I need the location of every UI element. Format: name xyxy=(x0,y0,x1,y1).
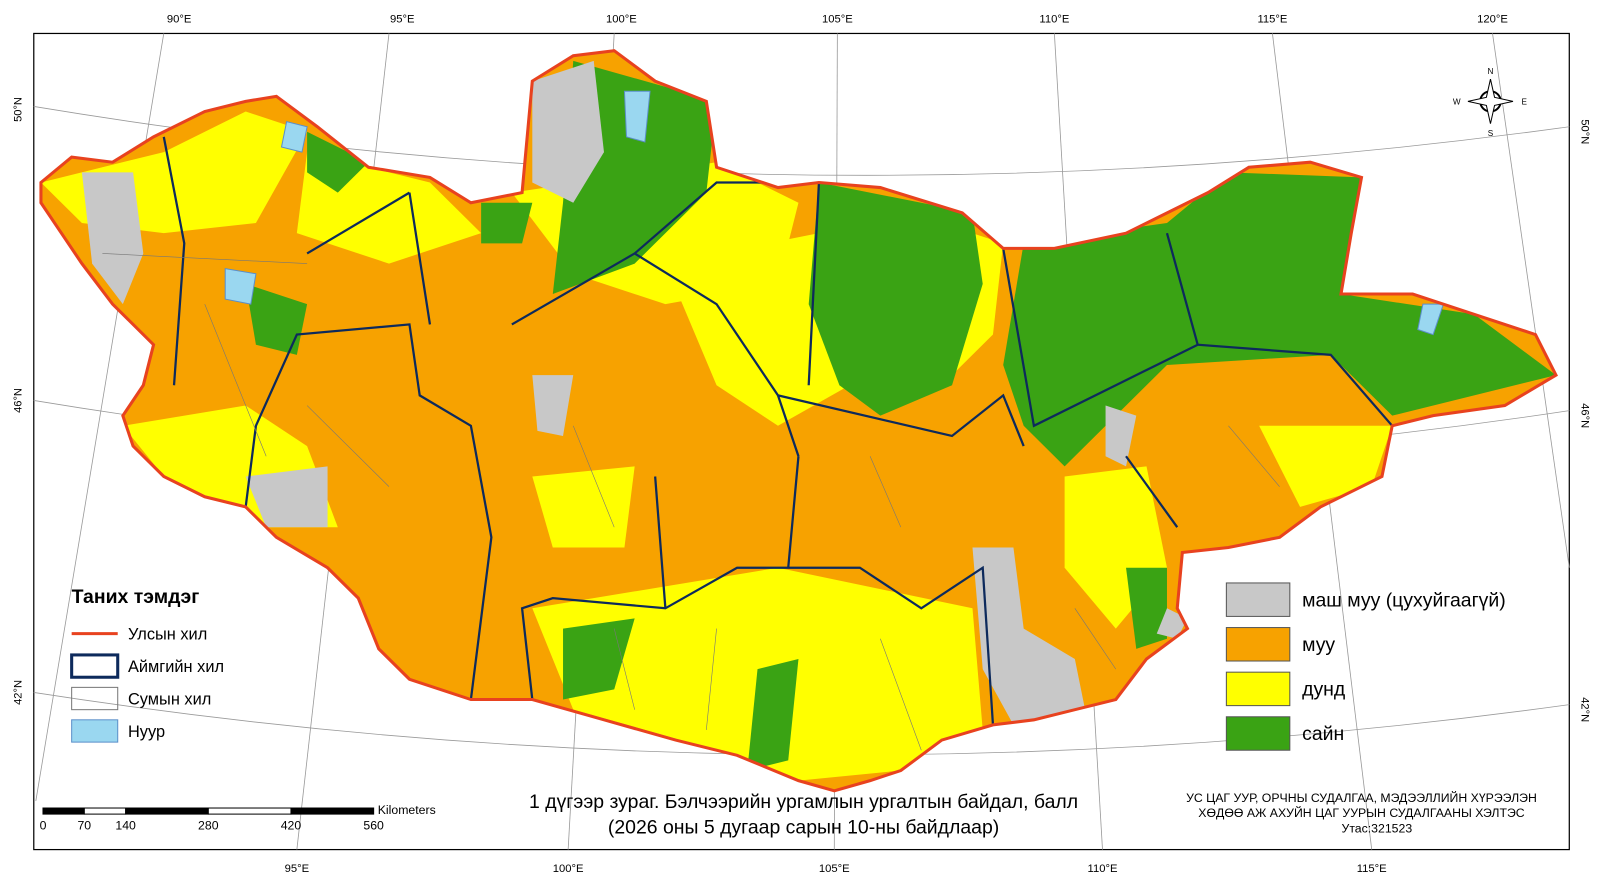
class-area xyxy=(245,466,328,528)
latitude-label: 50°N xyxy=(1579,119,1591,144)
latitude-label: 46°N xyxy=(1579,403,1591,428)
longitude-label: 105°E xyxy=(819,863,850,875)
scale-segment xyxy=(42,807,85,815)
longitude-label: 110°E xyxy=(1088,863,1118,875)
compass: N S E W xyxy=(1453,67,1528,138)
scale-segment xyxy=(290,807,375,815)
class-area xyxy=(532,466,635,548)
longitude-label: 100°E xyxy=(606,13,637,25)
graticule-labels: 90°E 95°E 100°E 105°E 110°E 115°E 120°E 95°E 100… xyxy=(12,13,1590,875)
class-area xyxy=(481,202,533,244)
class-area xyxy=(972,547,1086,725)
longitude-label: 100°E xyxy=(553,863,584,875)
class-area xyxy=(808,182,983,416)
caption-line: 1 дүгээр зураг. Бэлчээрийн ургамлын урга… xyxy=(529,791,1078,813)
legend-item: Аймгийн хил xyxy=(128,658,224,676)
scale-label: 70 xyxy=(77,818,91,832)
caption-line: (2026 оны 5 дугаар сарын 10-ны байдлаар) xyxy=(608,816,999,838)
class-swatch xyxy=(1225,582,1291,617)
longitude-label: 115°E xyxy=(1357,863,1387,875)
class-area xyxy=(245,283,308,355)
class-label: сайн xyxy=(1302,723,1344,745)
legend-title: Таних тэмдэг xyxy=(72,586,200,608)
class-area xyxy=(81,172,144,305)
lake xyxy=(623,90,651,143)
credit-line: ХӨДӨӨ АЖ АХУЙН ЦАГ УУРЫН СУДАЛГААНЫ ХЭЛТ… xyxy=(1198,805,1525,820)
class-label: муу xyxy=(1302,634,1335,656)
scale-label: 280 xyxy=(198,818,219,832)
longitude-label: 95°E xyxy=(285,863,310,875)
scale-label: 560 xyxy=(363,818,384,832)
class-area xyxy=(665,233,850,426)
lake xyxy=(1417,303,1445,336)
scale-segment xyxy=(125,807,209,815)
credit-line: Утас:321523 xyxy=(1342,821,1413,835)
longitude-label: 110°E xyxy=(1039,13,1069,25)
latitude-label: 42°N xyxy=(12,680,24,705)
class-area xyxy=(532,60,604,203)
compass-s: S xyxy=(1488,129,1494,138)
scale-unit: Kilometers xyxy=(378,803,436,817)
class-label: маш муу (цухуйгаагүй) xyxy=(1302,589,1506,611)
class-area xyxy=(307,131,369,193)
scale-segment xyxy=(207,807,292,815)
class-legend: маш муу (цухуйгаагүй) муу дунд сайн xyxy=(1225,582,1506,751)
scale-segment xyxy=(83,807,127,815)
legend-item: Улсын хил xyxy=(128,626,207,644)
longitude-label: 95°E xyxy=(390,13,415,25)
class-swatch xyxy=(1225,627,1291,662)
longitude-label: 120°E xyxy=(1477,13,1508,25)
scale-label: 420 xyxy=(281,818,302,832)
class-label: дунд xyxy=(1302,679,1345,701)
latitude-label: 42°N xyxy=(1579,697,1591,722)
lake xyxy=(224,268,257,305)
legend-item: Нуур xyxy=(128,723,165,741)
legend: Таних тэмдэг Улсын хил Аймгийн хил Сумын… xyxy=(70,586,224,743)
compass-n: N xyxy=(1488,67,1494,76)
compass-e: E xyxy=(1522,97,1528,106)
credit-line: УС ЦАГ УУР, ОРЧНЫ СУДАЛГАА, МЭДЭЭЛЛИЙН Х… xyxy=(1186,790,1537,805)
class-area xyxy=(1105,405,1137,467)
class-swatch xyxy=(1225,671,1291,707)
compass-w: W xyxy=(1453,97,1461,106)
longitude-label: 90°E xyxy=(167,13,192,25)
latitude-label: 46°N xyxy=(12,388,24,413)
class-area xyxy=(1003,172,1556,467)
scale-label: 140 xyxy=(115,818,136,832)
class-area xyxy=(747,658,799,771)
longitude-label: 115°E xyxy=(1257,13,1287,25)
scale-label: 0 xyxy=(40,818,47,832)
lake xyxy=(280,121,308,153)
longitude-label: 105°E xyxy=(822,13,853,25)
class-swatch xyxy=(1225,716,1291,751)
boundaries xyxy=(102,136,1394,751)
class-area xyxy=(1126,567,1167,649)
legend-item: Сумын хил xyxy=(128,691,211,709)
class-area xyxy=(532,375,574,436)
latitude-label: 50°N xyxy=(12,97,24,122)
